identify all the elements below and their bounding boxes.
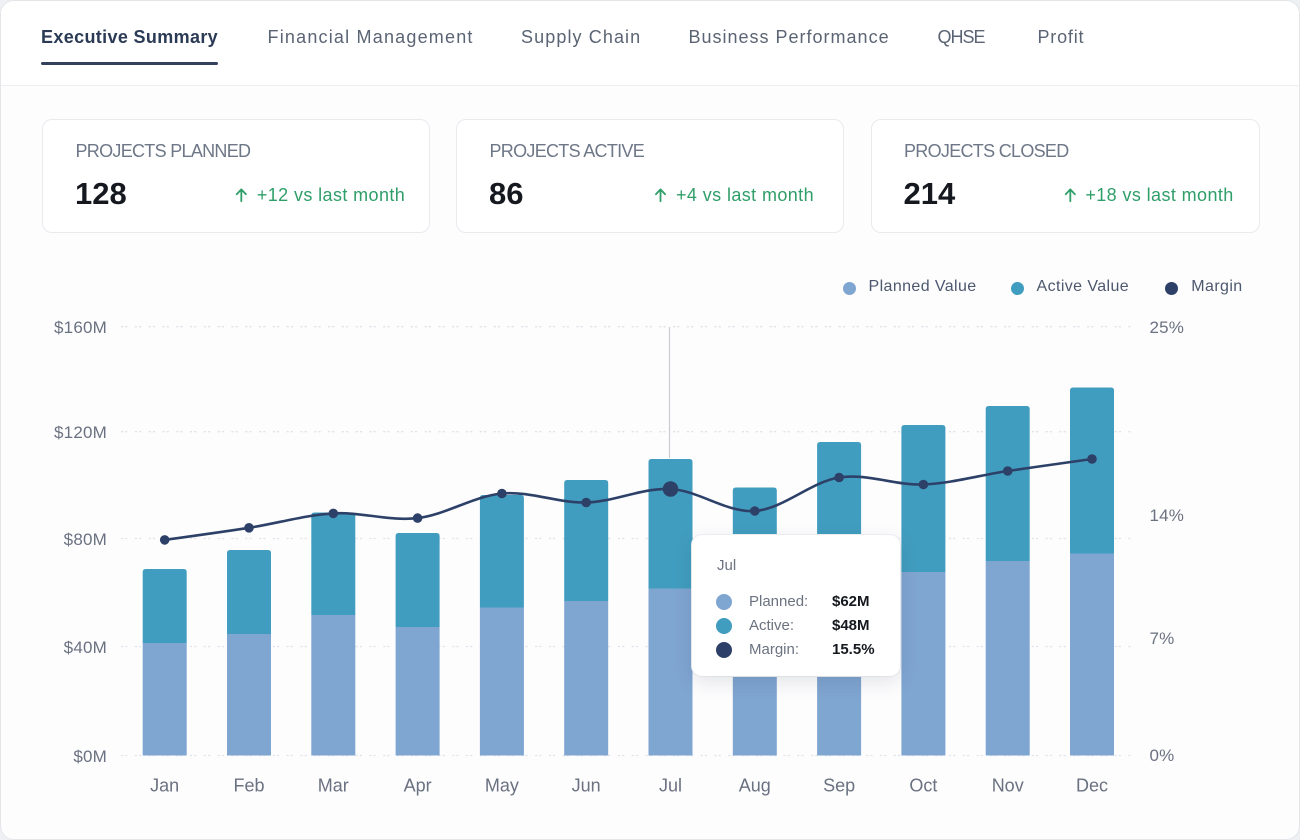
svg-text:Oct: Oct [909, 775, 937, 795]
svg-text:7%: 7% [1150, 629, 1175, 648]
svg-text:$160M: $160M [54, 318, 107, 337]
svg-text:Apr: Apr [404, 775, 432, 795]
svg-text:Nov: Nov [992, 775, 1024, 795]
svg-text:$120M: $120M [54, 423, 107, 442]
svg-text:$80M: $80M [64, 530, 107, 549]
svg-text:Sep: Sep [823, 775, 855, 795]
svg-text:Dec: Dec [1076, 775, 1108, 795]
svg-text:Aug: Aug [739, 775, 771, 795]
svg-text:25%: 25% [1150, 318, 1185, 337]
svg-text:Feb: Feb [233, 775, 264, 795]
svg-text:0%: 0% [1150, 746, 1175, 765]
svg-text:Mar: Mar [318, 775, 349, 795]
svg-text:Jan: Jan [150, 775, 179, 795]
svg-text:Jul: Jul [659, 775, 682, 795]
svg-text:Jun: Jun [572, 775, 601, 795]
svg-text:$0M: $0M [73, 747, 107, 766]
svg-text:May: May [485, 775, 519, 795]
svg-text:$40M: $40M [64, 638, 107, 657]
svg-text:14%: 14% [1150, 506, 1185, 525]
